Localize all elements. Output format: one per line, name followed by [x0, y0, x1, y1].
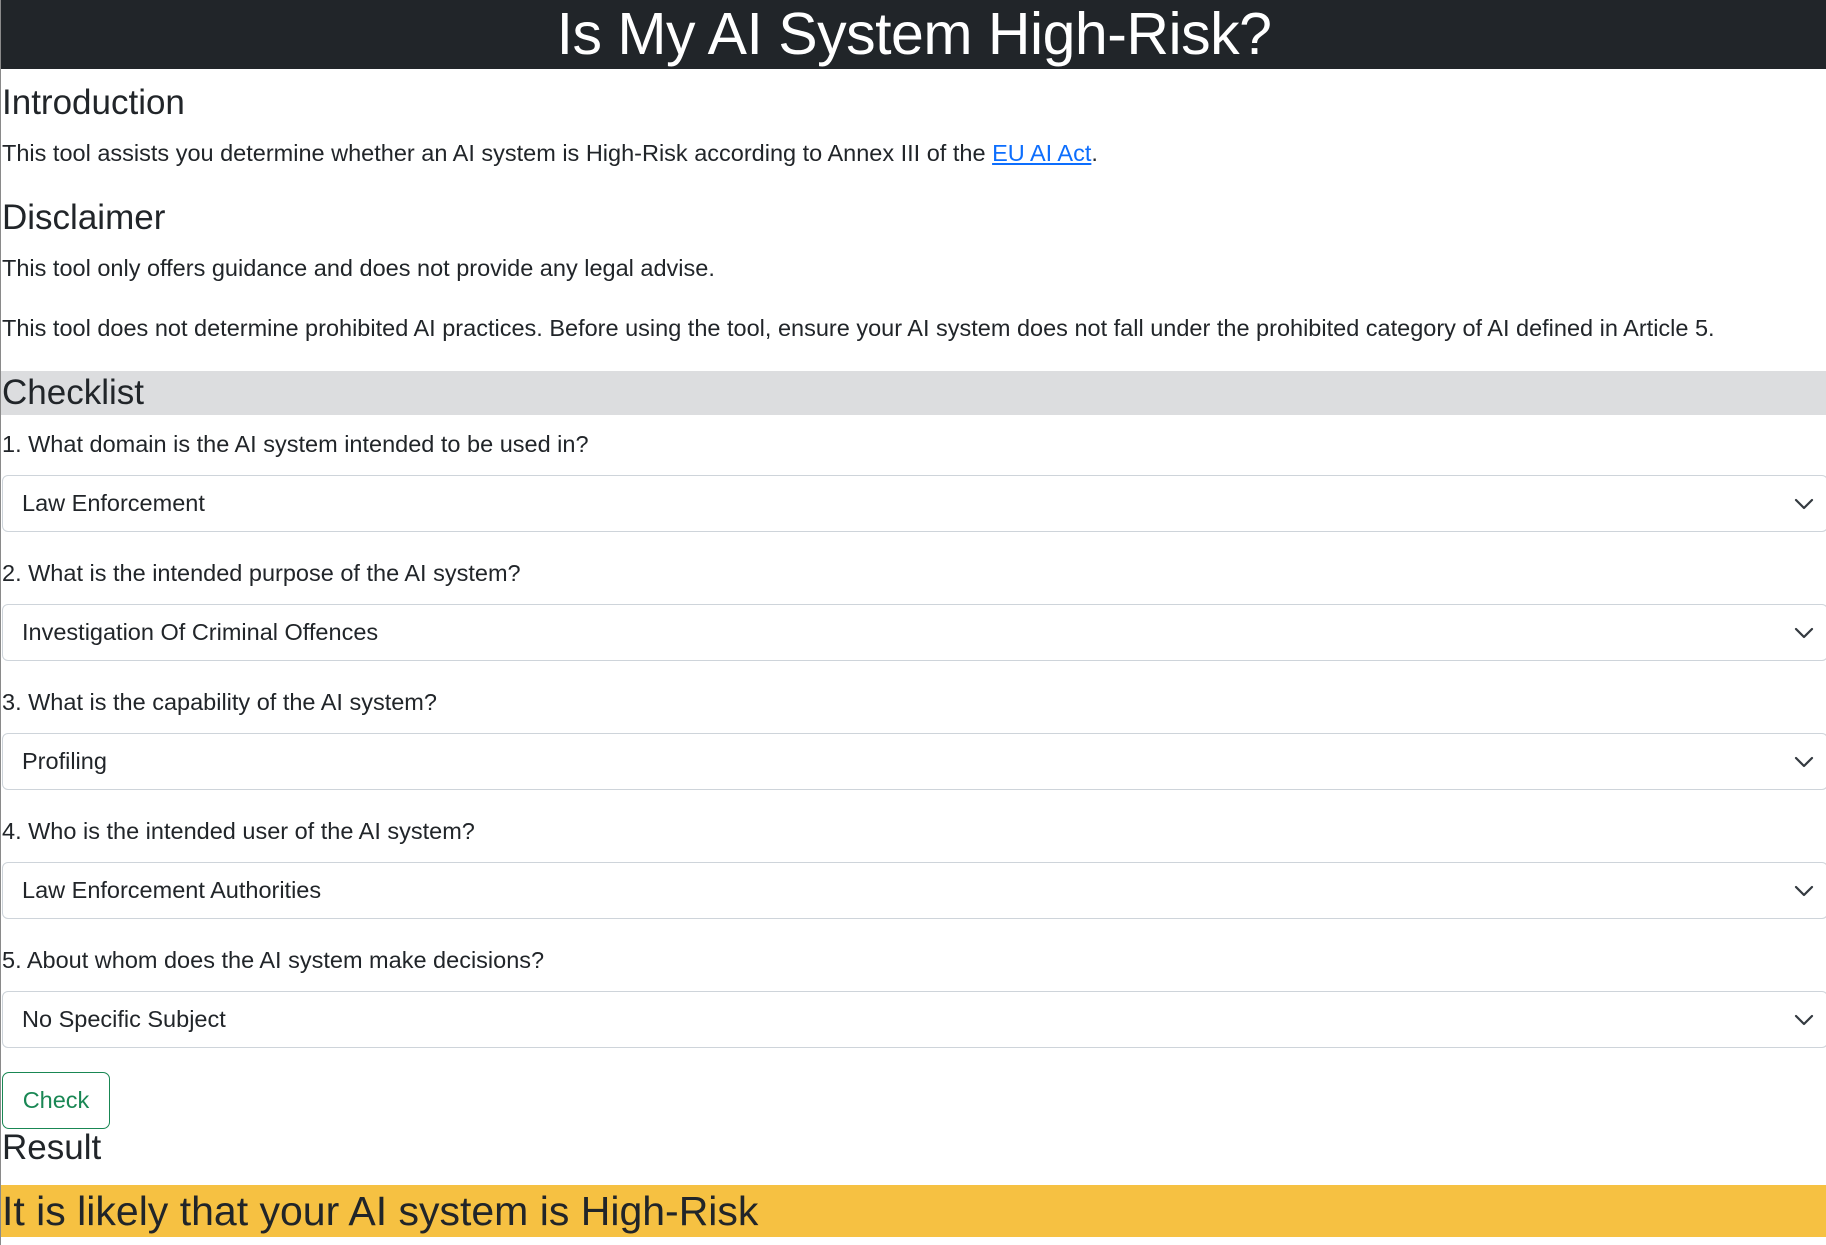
page-title: Is My AI System High-Risk? — [556, 1, 1272, 67]
introduction-text: This tool assists you determine whether … — [2, 140, 1098, 167]
purpose-select-value: Investigation Of Criminal Offences — [22, 619, 379, 645]
user-select-value: Law Enforcement Authorities — [22, 877, 322, 903]
checklist-heading: Checklist — [2, 373, 144, 412]
purpose-select[interactable]: Investigation Of Criminal Offences — [2, 604, 1826, 661]
chevron-down-icon — [1794, 627, 1814, 639]
question-4-label: 4. Who is the intended user of the AI sy… — [2, 818, 475, 844]
question-1-label: 1. What domain is the AI system intended… — [2, 431, 589, 457]
capability-select-value: Profiling — [22, 748, 107, 774]
header-bar: Is My AI System High-Risk? — [1, 0, 1826, 69]
domain-select-value: Law Enforcement — [22, 490, 205, 516]
chevron-down-icon — [1794, 756, 1814, 768]
disclaimer-heading: Disclaimer — [2, 198, 166, 237]
eu-ai-act-link[interactable]: EU AI Act — [992, 140, 1092, 166]
disclaimer-paragraph-2: This tool does not determine prohibited … — [2, 315, 1715, 341]
chevron-down-icon — [1794, 1014, 1814, 1026]
checklist-header-bar: Checklist — [1, 371, 1826, 415]
result-message: It is likely that your AI system is High… — [2, 1188, 759, 1234]
chevron-down-icon — [1794, 498, 1814, 510]
domain-select[interactable]: Law Enforcement — [2, 475, 1826, 532]
user-select[interactable]: Law Enforcement Authorities — [2, 862, 1826, 919]
introduction-heading: Introduction — [2, 83, 185, 122]
decision-subject-select[interactable]: No Specific Subject — [2, 991, 1826, 1048]
result-banner: It is likely that your AI system is High… — [1, 1185, 1826, 1237]
disclaimer-paragraph-1: This tool only offers guidance and does … — [2, 255, 715, 281]
question-5-label: 5. About whom does the AI system make de… — [2, 947, 545, 973]
question-3-label: 3. What is the capability of the AI syst… — [2, 689, 437, 715]
result-heading: Result — [2, 1128, 102, 1167]
capability-select[interactable]: Profiling — [2, 733, 1826, 790]
chevron-down-icon — [1794, 885, 1814, 897]
check-button[interactable]: Check — [2, 1072, 110, 1129]
decision-subject-select-value: No Specific Subject — [22, 1006, 226, 1032]
question-2-label: 2. What is the intended purpose of the A… — [2, 560, 521, 586]
introduction-text-end: . — [1091, 140, 1098, 166]
introduction-text-start: This tool assists you determine whether … — [2, 140, 993, 166]
